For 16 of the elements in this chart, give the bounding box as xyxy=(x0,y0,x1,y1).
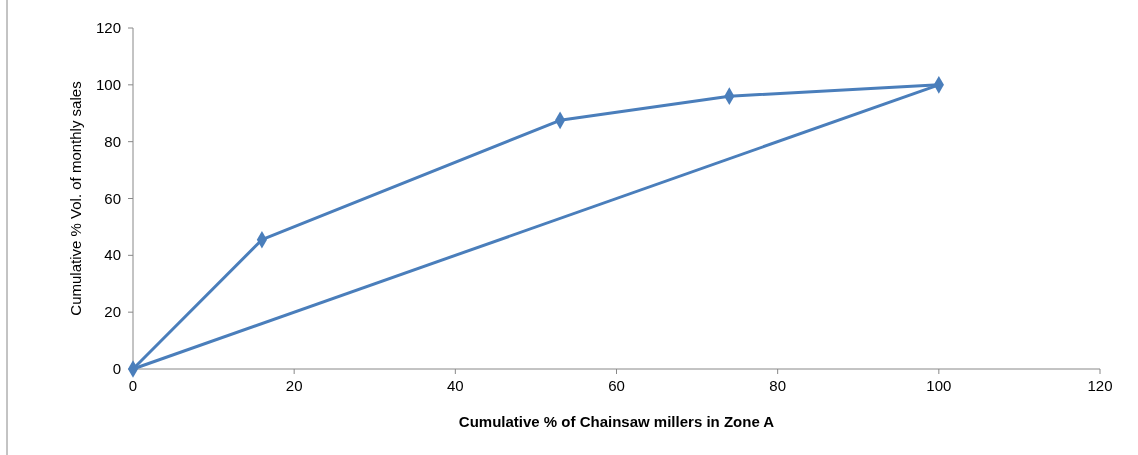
x-tick-label: 20 xyxy=(285,377,303,394)
y-axis-title: Cumulative % Vol. of monthly sales xyxy=(67,81,84,316)
x-tick-label: 120 xyxy=(1087,377,1113,394)
y-tick-label: 80 xyxy=(104,132,121,150)
y-tick-label: 40 xyxy=(104,246,121,264)
y-tick-label: 0 xyxy=(112,360,121,377)
x-tick-label: 80 xyxy=(769,377,787,394)
x-tick-label: 40 xyxy=(446,377,464,394)
x-axis-title: Cumulative % of Chainsaw millers in Zone A xyxy=(458,413,775,430)
x-tick-label: 100 xyxy=(926,377,952,394)
y-tick-label: 20 xyxy=(104,303,121,321)
x-tick-label: 0 xyxy=(128,377,138,394)
x-tick-label: 60 xyxy=(608,377,625,394)
y-tick-label: 120 xyxy=(95,19,121,36)
y-tick-label: 60 xyxy=(104,189,121,207)
y-tick-label: 100 xyxy=(95,75,121,93)
